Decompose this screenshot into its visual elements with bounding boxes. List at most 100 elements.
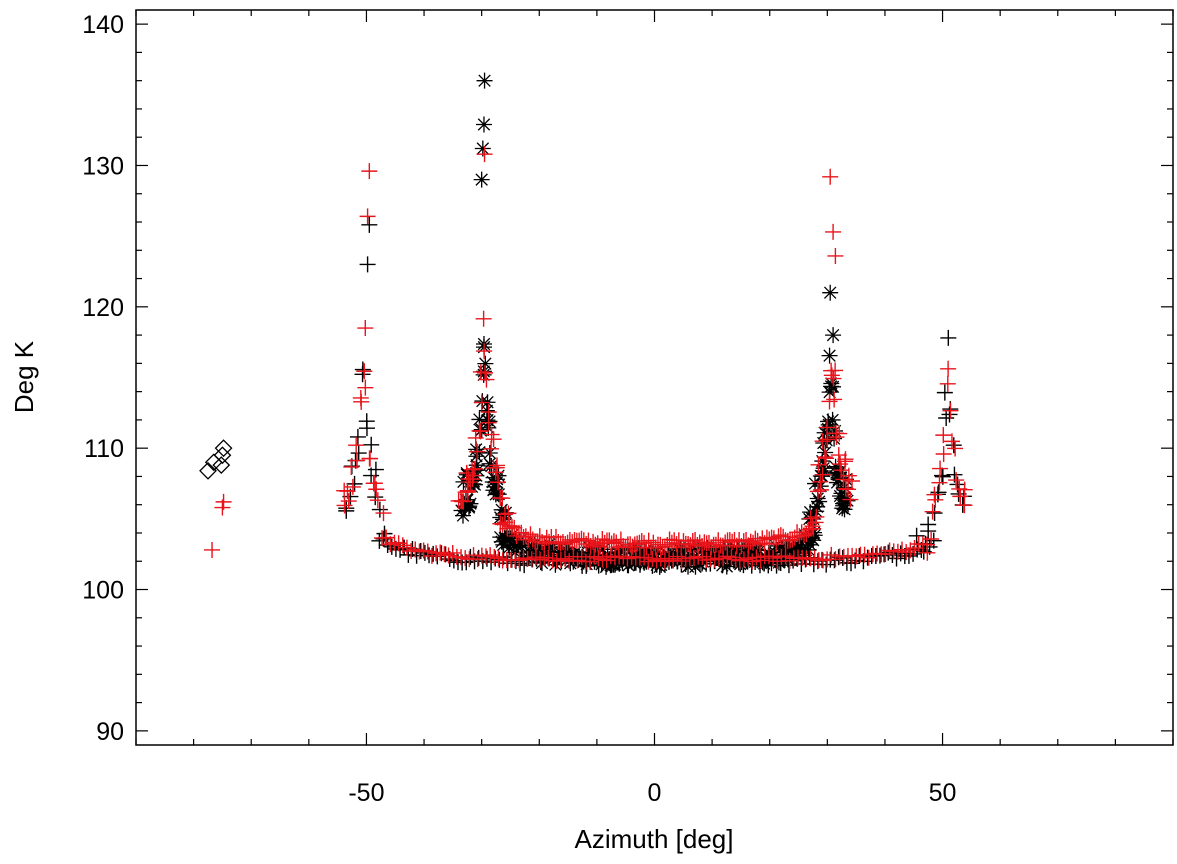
plus-marker	[908, 527, 925, 544]
asterisk-marker	[486, 478, 503, 495]
y-axis-title: Deg K	[9, 340, 39, 413]
plus-marker	[768, 536, 785, 553]
plus-marker	[906, 540, 923, 557]
plus-marker	[938, 409, 955, 426]
asterisk-marker	[645, 545, 662, 562]
plus-marker	[349, 428, 366, 445]
asterisk-marker	[539, 540, 556, 557]
plus-marker	[826, 391, 843, 408]
plus-marker	[665, 552, 682, 569]
asterisk-marker	[816, 463, 833, 480]
plus-marker	[490, 550, 507, 567]
plus-marker	[844, 473, 861, 490]
plus-marker	[808, 508, 825, 525]
plus-marker	[719, 548, 736, 565]
asterisk-marker	[462, 495, 479, 512]
plus-marker	[350, 445, 367, 462]
plus-marker	[819, 419, 836, 436]
plus-marker	[357, 379, 374, 396]
plus-marker	[940, 329, 957, 346]
asterisk-marker	[724, 544, 741, 561]
plus-marker	[357, 320, 374, 337]
plus-marker	[352, 389, 369, 406]
plus-marker	[204, 541, 221, 558]
y-tick-label: 100	[82, 577, 124, 605]
asterisk-marker	[809, 498, 826, 515]
asterisk-marker	[829, 474, 846, 491]
plus-marker	[453, 549, 470, 566]
plus-marker	[956, 497, 973, 514]
plus-marker	[773, 548, 790, 565]
plus-marker	[723, 549, 740, 566]
asterisk-marker	[822, 284, 839, 301]
plus-marker	[920, 516, 937, 533]
plot-area	[199, 72, 973, 575]
asterisk-marker	[595, 541, 612, 558]
plus-marker	[825, 370, 842, 387]
x-axis-title: Azimuth [deg]	[575, 824, 734, 854]
plus-marker	[561, 553, 578, 570]
asterisk-marker	[501, 539, 518, 556]
plus-marker	[809, 483, 826, 500]
plus-marker	[934, 467, 951, 484]
plus-marker	[503, 518, 520, 535]
plus-marker	[340, 493, 357, 510]
plus-marker	[336, 497, 353, 514]
asterisk-marker	[791, 539, 808, 556]
asterisk-marker	[778, 542, 795, 559]
plus-marker	[848, 548, 865, 565]
plus-marker	[569, 552, 586, 569]
asterisk-marker	[571, 544, 588, 561]
y-tick-label: 120	[82, 294, 124, 322]
plus-marker	[814, 466, 831, 483]
plus-marker	[415, 542, 432, 559]
asterisk-marker	[787, 545, 804, 562]
plus-marker	[472, 423, 489, 440]
plus-marker	[477, 364, 494, 381]
plus-marker	[428, 545, 445, 562]
plus-marker	[931, 474, 948, 491]
plus-marker	[837, 480, 854, 497]
plus-marker	[926, 505, 943, 522]
plus-marker	[923, 531, 940, 548]
plus-marker	[821, 393, 838, 410]
plus-marker	[831, 425, 848, 442]
plus-marker	[881, 542, 898, 559]
asterisk-marker	[533, 555, 550, 572]
plus-marker	[817, 450, 834, 467]
plus-marker	[215, 493, 232, 510]
plus-marker	[765, 550, 782, 567]
plus-marker	[947, 440, 964, 457]
y-tick-label: 110	[84, 435, 124, 463]
asterisk-marker	[685, 540, 702, 557]
plus-marker	[390, 535, 407, 552]
asterisk-marker	[766, 543, 783, 560]
plus-marker	[936, 384, 953, 401]
plus-marker	[496, 506, 513, 523]
asterisk-marker	[461, 498, 478, 515]
asterisk-marker	[473, 421, 490, 438]
asterisk-marker	[834, 490, 851, 507]
plus-marker	[371, 501, 388, 518]
asterisk-marker	[504, 527, 521, 544]
plus-marker	[941, 406, 958, 423]
asterisk-marker	[481, 455, 498, 472]
plus-marker	[825, 223, 842, 240]
asterisk-marker	[495, 536, 512, 553]
plus-marker	[744, 553, 761, 570]
asterisk-marker	[485, 482, 502, 499]
plus-marker	[877, 545, 894, 562]
plus-marker	[816, 449, 833, 466]
plus-marker	[557, 550, 574, 567]
asterisk-marker	[811, 493, 828, 510]
plus-marker	[480, 404, 497, 421]
plus-marker	[731, 552, 748, 569]
asterisk-marker	[471, 411, 488, 428]
asterisk-marker	[477, 355, 494, 372]
y-tick-label: 130	[82, 152, 124, 180]
plus-marker	[359, 208, 376, 225]
plus-marker	[457, 550, 474, 567]
plus-marker	[640, 553, 657, 570]
asterisk-marker	[614, 554, 631, 571]
x-tick-label: 50	[929, 779, 957, 807]
